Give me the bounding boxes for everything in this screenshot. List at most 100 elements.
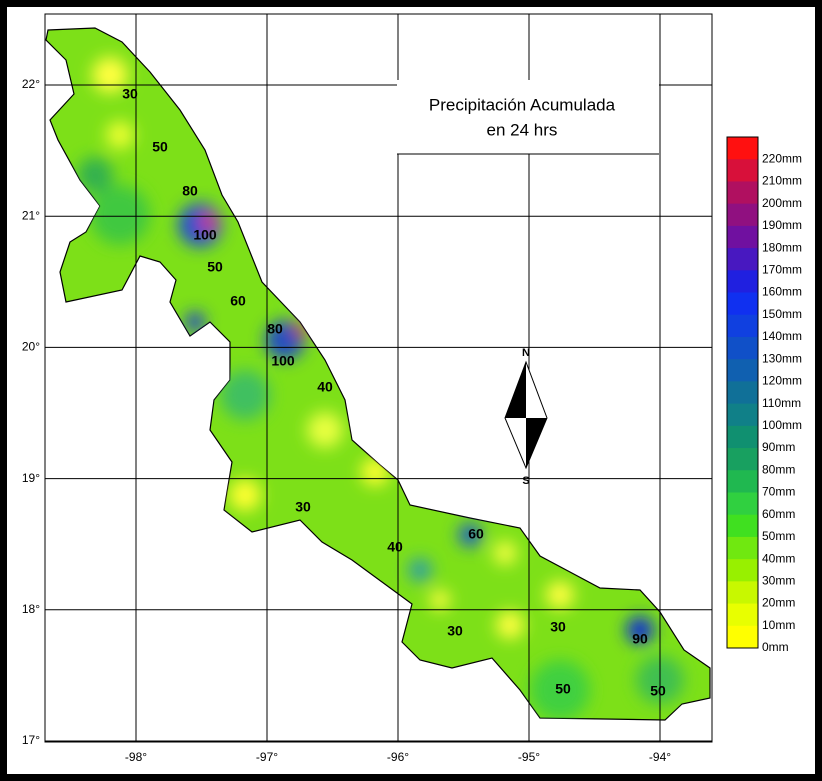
legend-swatch [727,559,758,582]
precip-blob [430,590,450,610]
precip-blob [90,185,150,245]
legend-swatch [727,270,758,294]
compass-south: S [522,475,529,487]
compass-north: N [522,347,530,359]
legend-label: 200mm [762,196,802,210]
contour-label: 50 [650,683,666,699]
legend-swatch [727,403,758,427]
contour-label: 50 [152,139,168,155]
legend-swatch [727,292,758,316]
contour-label: 40 [317,379,333,395]
compass: N S [504,347,548,487]
precip-blob [408,558,432,582]
legend-label: 70mm [762,485,795,499]
legend-label: 10mm [762,618,795,632]
legend-label: 210mm [762,174,802,188]
precip-blob [229,479,261,511]
legend-label: 40mm [762,551,795,565]
contour-label: 30 [122,86,138,102]
legend-swatch [727,359,758,382]
legend-swatch [727,336,758,360]
latitude-label: 17° [22,733,40,747]
precip-blob [493,541,517,565]
contour-label: 40 [387,539,403,555]
legend-swatch [727,448,758,471]
compass-rose [526,418,547,468]
legend-label: 180mm [762,240,802,254]
legend-swatch [727,203,758,227]
legend-label: 170mm [762,262,802,276]
legend-swatch [727,381,758,405]
precip-blob [185,312,205,332]
legend-swatch [727,181,758,205]
contour-label: 100 [271,353,295,369]
latitude-label: 20° [22,340,40,354]
title-line: Precipitación Acumulada [429,95,616,114]
legend-swatch [727,603,758,627]
contour-label: 50 [207,259,223,275]
legend-border [726,136,759,649]
latitude-label: 19° [22,471,40,485]
state-outline [45,27,711,721]
longitude-label: -98° [125,750,147,764]
legend-swatch [727,514,758,538]
contour-label: 80 [182,183,198,199]
precip-blob [458,523,482,547]
precip-blob [546,581,574,609]
legend-swatch [727,492,758,516]
legend-swatch [727,625,758,649]
legend-label: 160mm [762,285,802,299]
precip-blob [106,121,134,149]
legend-label: 30mm [762,574,795,588]
precip-blob [496,611,524,639]
longitude-label: -96° [387,750,409,764]
precip-blob [77,157,113,193]
legend-label: 60mm [762,507,795,521]
contour-label: 60 [230,293,246,309]
legend-swatch [727,314,758,338]
contour-label: 30 [550,619,566,635]
longitude-label: -94° [649,750,671,764]
labels: -98° -97° -96° -95° -94° 22° 21° 20° 19° 18° 17° 30… [22,77,671,764]
legend-label: 110mm [762,396,801,410]
latitude-label: 18° [22,602,40,616]
compass-rose [505,362,526,418]
legend-swatch [727,248,758,271]
legend-label: 150mm [762,307,802,321]
contour-label: 80 [267,321,283,337]
legend-label: 220mm [762,151,802,165]
legend-label: 80mm [762,462,795,476]
legend-label: 20mm [762,596,795,610]
precip-blob [307,412,343,448]
precip-blob [201,215,215,229]
legend-label: 130mm [762,351,802,365]
longitude-label: -95° [518,750,540,764]
longitude-label: -97° [256,750,278,764]
contour-label: 30 [295,499,311,515]
contour-label: 90 [632,631,648,647]
precip-blob [92,57,128,93]
legend: 220mm 210mm 200mm 190mm 180mm 170mm 160mm 150mm… [726,136,802,654]
title-line: en 24 hrs [487,120,558,139]
legend-swatch [727,159,758,182]
precip-blob [294,324,306,336]
legend-label: 120mm [762,374,802,388]
legend-swatch [727,581,758,605]
legend-swatch [727,536,758,560]
legend-label: 100mm [762,418,802,432]
precip-blob [178,203,222,247]
legend-swatch [727,137,758,160]
precip-blob [530,660,590,720]
contour-label: 100 [193,227,217,243]
title-box [397,80,659,154]
legend-label: 50mm [762,529,795,543]
legend-label: 190mm [762,218,802,232]
legend-label: 140mm [762,329,802,343]
legend-label: 0mm [762,640,789,654]
precip-blob [626,616,654,644]
legend-swatch [727,225,758,249]
legend-swatch [727,425,758,449]
legend-swatch [727,470,758,493]
